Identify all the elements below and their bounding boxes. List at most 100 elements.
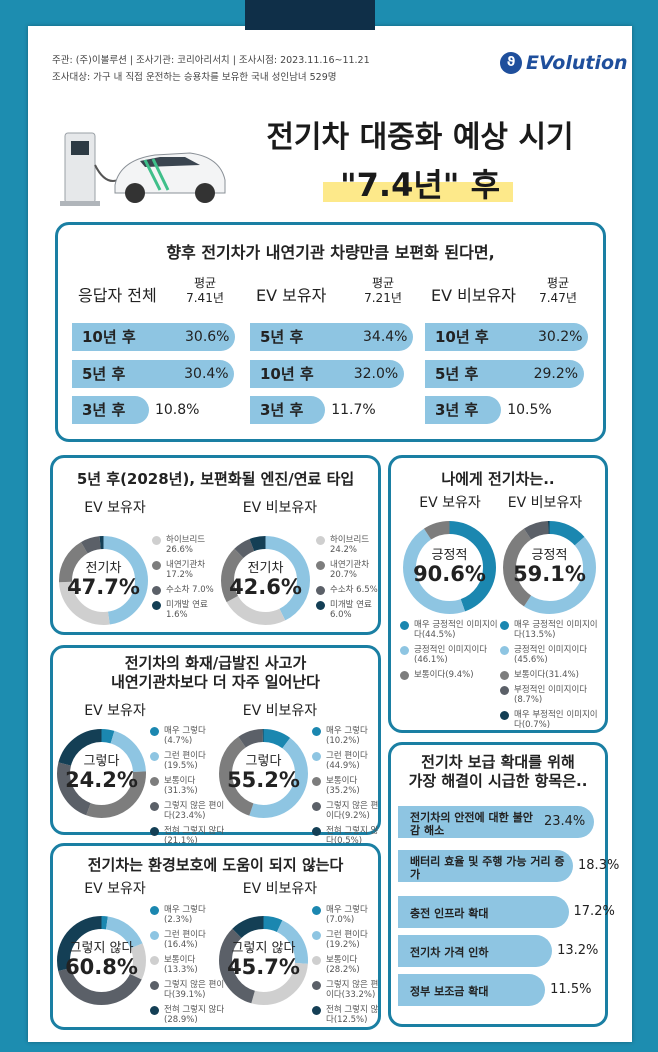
legend-dot-icon	[150, 981, 159, 990]
average-badge: 평균 7.41년	[177, 276, 233, 306]
section-title: 나에게 전기차는..	[441, 470, 555, 488]
donut-segment	[403, 521, 496, 614]
legend-dot-icon	[150, 906, 159, 915]
bar-value: 30.6%	[185, 329, 230, 345]
donut-segment	[221, 536, 310, 625]
legend: 매우 긍정적인 이미지이다(13.5%) 긍정적인 이미지이다(45.6%) 보통이…	[500, 620, 600, 735]
donut-svg	[219, 916, 308, 1005]
donut-center: 그렇다 55.2%	[218, 728, 309, 819]
bar-value: 29.2%	[533, 366, 579, 382]
legend-label: 매우 부정적인 이미지이다(0.7%)	[514, 710, 598, 730]
bar-value: 30.2%	[538, 329, 583, 345]
survey-info: 주관: (주)이볼루션 | 조사기관: 코리아리서치 | 조사시점: 2023.…	[52, 55, 370, 66]
column-label: EV 비보유자	[431, 286, 517, 305]
average-label: 평균	[193, 276, 217, 290]
legend-label: 수소차 7.0%	[166, 585, 214, 595]
legend-label: 그런 편이다 (19.2%)	[326, 930, 368, 950]
donut-segment	[59, 536, 148, 625]
legend-item: 그렇지 않은 편이다(9.2%)	[312, 801, 380, 821]
average-value: 7.47년	[539, 291, 577, 305]
bar: 정부 보조금 확대	[398, 974, 546, 1006]
bar: 전기차의 안전에 대한 불안감 해소	[398, 806, 594, 838]
legend-item: 그런 편이다 (19.5%)	[150, 751, 230, 771]
donut-segment	[219, 916, 308, 1005]
legend-item: 수소차 6.5%	[316, 585, 378, 595]
legend-dot-icon	[152, 586, 161, 595]
bar: 충전 인프라 확대	[398, 896, 569, 928]
bar: 3년 후	[425, 396, 502, 424]
legend-dot-icon	[400, 621, 409, 630]
legend-item: 그런 편이다 (19.2%)	[312, 930, 380, 950]
legend-label: 보통이다 (31.3%)	[164, 776, 198, 796]
donut-segment	[219, 916, 308, 1005]
center-label: 그렇다	[83, 753, 120, 769]
legend-item: 보통이다 (35.2%)	[312, 776, 380, 796]
donut-segment	[59, 536, 148, 625]
donut-segment	[57, 729, 146, 818]
legend-item: 전혀 그렇지 않다(21.1%)	[150, 826, 230, 846]
legend-item: 내연기관차 17.2%	[152, 560, 222, 580]
average-badge: 평균 7.21년	[355, 276, 411, 306]
legend: 매우 그렇다 (7.0%) 그런 편이다 (19.2%) 보통이다 (28.2%) 그…	[312, 905, 380, 1030]
bar: 10년 후	[250, 360, 404, 388]
donut-segment	[219, 916, 308, 1005]
legend-label: 긍정적인 이미지이다(46.1%)	[414, 645, 488, 665]
logo: ϑ EVolution	[500, 52, 628, 74]
column-label: 응답자 전체	[78, 286, 157, 305]
legend-label: 전혀 그렇지 않다(21.1%)	[164, 826, 225, 846]
group-label: EV 비보유자	[235, 700, 325, 720]
donut-segment	[221, 536, 310, 625]
legend: 매우 그렇다 (2.3%) 그런 편이다 (16.4%) 보통이다 (13.3%) 그…	[150, 905, 230, 1030]
legend-dot-icon	[152, 561, 161, 570]
legend-label: 그렇지 않은 편이다(23.4%)	[164, 801, 225, 821]
donut-center: 긍정적 59.1%	[502, 520, 597, 615]
legend-item: 보통이다(31.4%)	[500, 670, 600, 680]
bar-value: 30.4%	[184, 366, 229, 382]
legend-dot-icon	[316, 536, 325, 545]
legend-item: 긍정적인 이미지이다(45.6%)	[500, 645, 600, 665]
bar-value: 10.8%	[154, 402, 200, 418]
legend: 매우 긍정적인 이미지이다(44.5%) 긍정적인 이미지이다(46.1%) 보통이…	[400, 620, 500, 685]
legend-label: 보통이다(31.4%)	[514, 670, 579, 680]
bar-value: 32.0%	[353, 366, 399, 382]
donut-segment	[57, 729, 146, 818]
center-value: 59.1%	[513, 562, 586, 587]
bar: 3년 후	[250, 396, 326, 424]
title-line: 전기차 보급 확대를 위해	[421, 753, 575, 771]
legend-item: 미개발 연료 6.0%	[316, 600, 378, 620]
donut-chart: 그렇다 24.2%	[56, 728, 147, 819]
legend-dot-icon	[400, 646, 409, 655]
column-label: EV 보유자	[256, 286, 327, 305]
donut-chart: 그렇지 않다 60.8%	[56, 915, 147, 1006]
donut-center: 그렇지 않다 60.8%	[56, 915, 147, 1006]
center-value: 47.7%	[67, 575, 140, 600]
legend-dot-icon	[152, 601, 161, 610]
legend-item: 미개발 연료 1.6%	[152, 600, 222, 620]
logo-icon: ϑ	[500, 52, 522, 74]
donut-center: 긍정적 90.6%	[402, 520, 497, 615]
group-label: EV 비보유자	[235, 497, 325, 517]
legend-item: 보통이다 (13.3%)	[150, 955, 230, 975]
donut-svg	[219, 729, 308, 818]
donut-svg	[59, 536, 148, 625]
donut-center: 그렇다 24.2%	[56, 728, 147, 819]
legend-item: 수소차 7.0%	[152, 585, 222, 595]
legend-dot-icon	[312, 777, 321, 786]
legend-item: 전혀 그렇지 않다(28.9%)	[150, 1005, 230, 1025]
legend-dot-icon	[500, 621, 509, 630]
legend: 하이브리드 24.2% 내연기관차 20.7% 수소차 6.5% 미개발 연료 6.0…	[316, 535, 378, 625]
legend-label: 전혀 그렇지 않다(12.5%)	[326, 1005, 379, 1025]
donut-svg	[503, 521, 596, 614]
average-label: 평균	[371, 276, 395, 290]
donut-segment	[403, 521, 496, 614]
donut-segment	[219, 729, 308, 818]
donut-segment	[219, 729, 308, 818]
legend-label: 그런 편이다 (44.9%)	[326, 751, 368, 771]
legend-label: 전혀 그렇지 않다(0.5%)	[326, 826, 379, 846]
donut-chart: 전기차 47.7%	[58, 535, 149, 626]
legend-dot-icon	[150, 1006, 159, 1015]
legend-label: 전혀 그렇지 않다(28.9%)	[164, 1005, 225, 1025]
legend-item: 그렇지 않은 편이다(39.1%)	[150, 980, 230, 1000]
group-label: EV 보유자	[405, 492, 495, 512]
bar: 5년 후	[72, 360, 235, 388]
